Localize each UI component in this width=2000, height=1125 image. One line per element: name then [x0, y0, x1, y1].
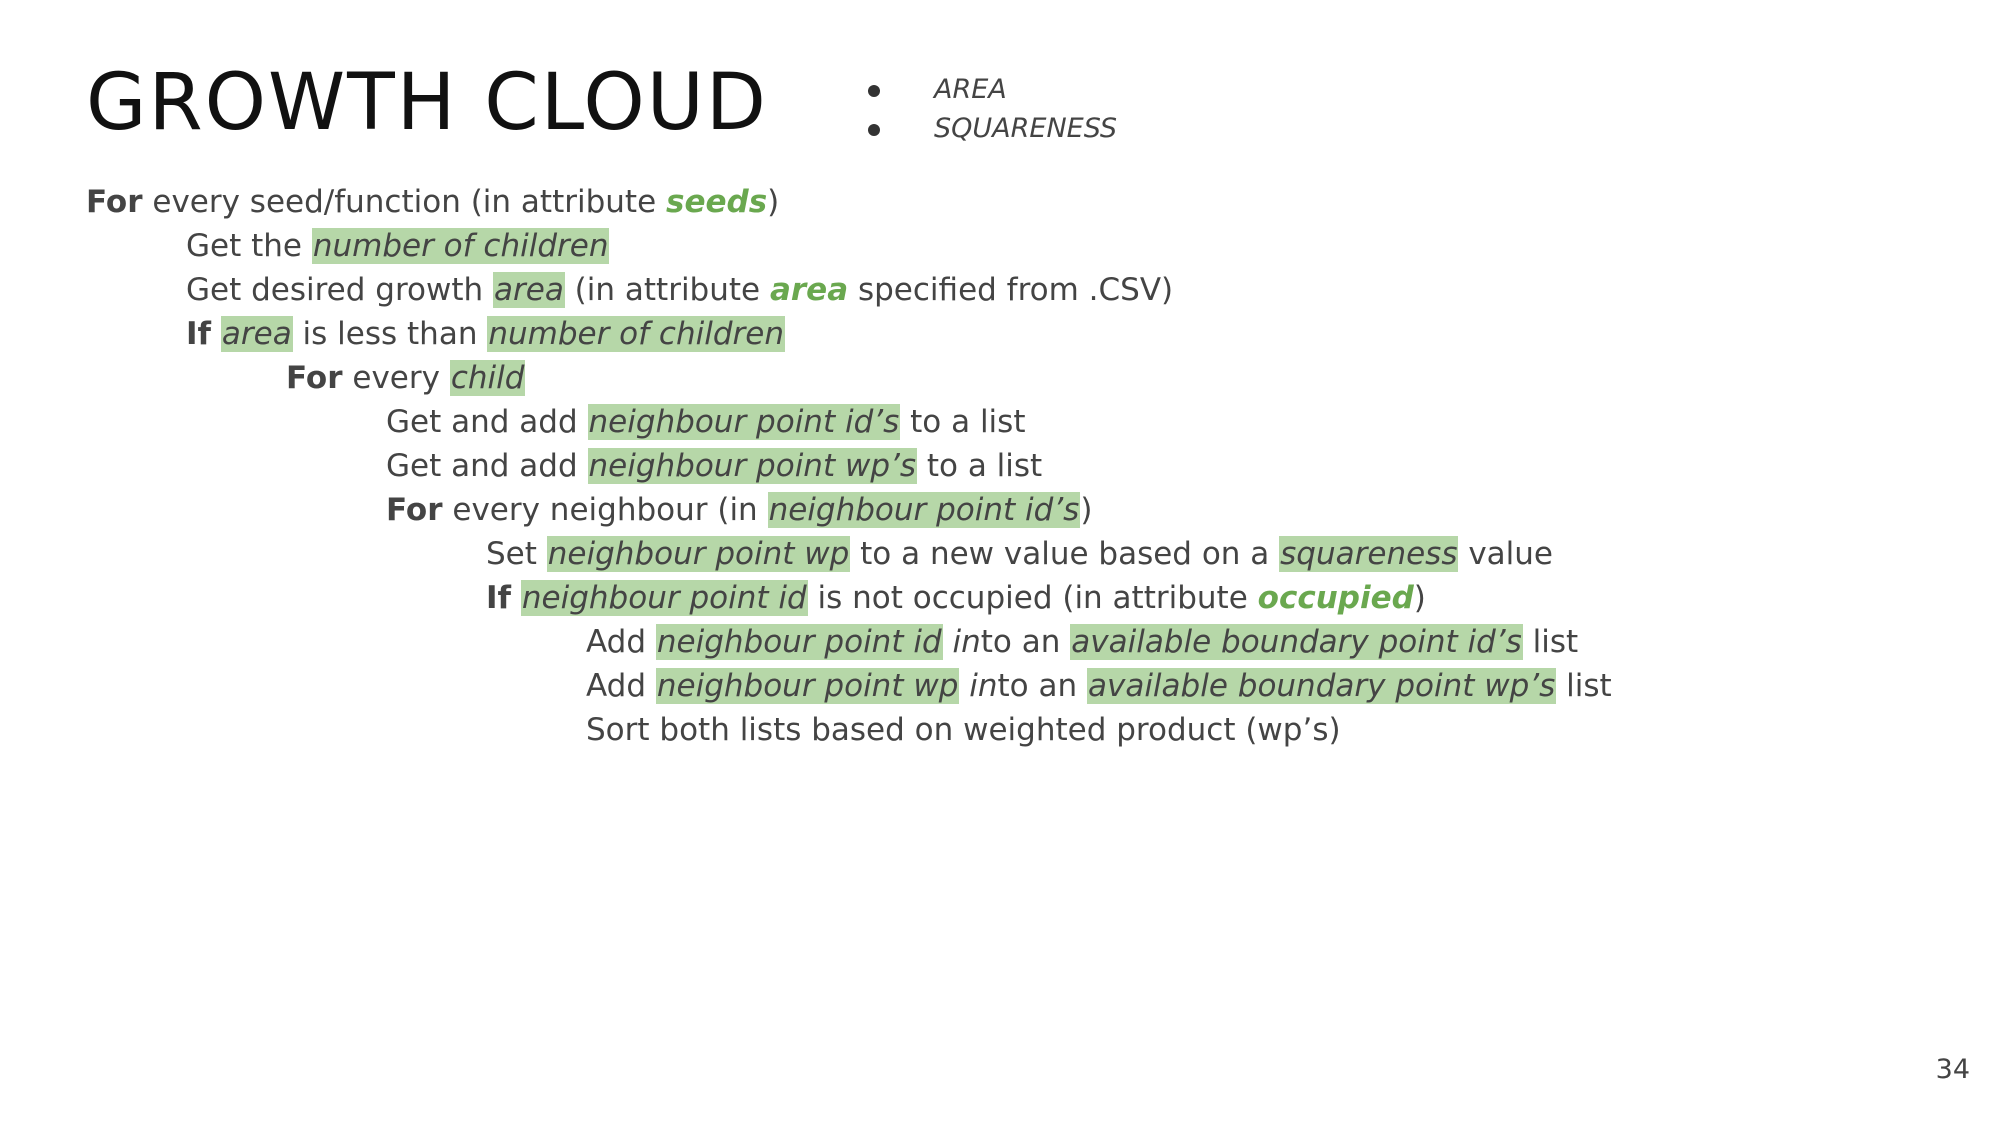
code-line: Add neighbour point wp into an available… [86, 664, 1886, 708]
bullet-icon [868, 85, 880, 97]
code-text: to a list [900, 404, 1026, 440]
code-text [211, 316, 221, 352]
pseudocode-block: For every seed/function (in attribute se… [86, 180, 1886, 752]
bullet-icon [868, 124, 880, 136]
keyword: For [386, 492, 443, 528]
variable-highlight: neighbour point id’s [767, 492, 1081, 528]
variable-highlight: squareness [1279, 536, 1459, 572]
code-text: in [942, 624, 981, 660]
code-text: list [1522, 624, 1579, 660]
slide-title: GROWTH CLOUD [86, 58, 768, 148]
code-text: (in attribute [564, 272, 770, 308]
code-text: Get and add [386, 404, 588, 440]
code-text: Get desired growth [186, 272, 494, 308]
code-text: to an [980, 624, 1071, 660]
code-text: in [959, 668, 998, 704]
code-text: to a list [917, 448, 1043, 484]
attribute-list: AREA SQUARENESS [868, 70, 1117, 148]
attribute-name: occupied [1257, 580, 1414, 616]
code-line: Get and add neighbour point id’s to a li… [86, 400, 1886, 444]
code-text: is not occupied (in attribute [807, 580, 1258, 616]
code-text: Add [586, 668, 656, 704]
variable-highlight: neighbour point wp [655, 668, 960, 704]
attribute-label: AREA [934, 74, 1007, 105]
variable-highlight: available boundary point id’s [1070, 624, 1523, 660]
code-text: value [1458, 536, 1553, 572]
keyword: If [186, 316, 212, 352]
variable-highlight: neighbour point wp [546, 536, 851, 572]
variable-highlight: area [220, 316, 293, 352]
attribute-name: seeds [666, 184, 768, 220]
attribute-item: AREA [868, 70, 1117, 109]
code-text: Sort both lists based on weighted produc… [586, 712, 1341, 748]
code-line: If area is less than number of children [86, 312, 1886, 356]
code-text: Get and add [386, 448, 588, 484]
code-line: For every seed/function (in attribute se… [86, 180, 1886, 224]
variable-highlight: neighbour point wp’s [587, 448, 917, 484]
code-line: For every child [86, 356, 1886, 400]
code-line: For every neighbour (in neighbour point … [86, 488, 1886, 532]
code-text: to a new value based on a [850, 536, 1280, 572]
variable-highlight: number of children [487, 316, 785, 352]
code-text: Add [586, 624, 656, 660]
code-text: list [1556, 668, 1612, 704]
attribute-name: area [769, 272, 849, 308]
variable-highlight: neighbour point id [520, 580, 808, 616]
variable-highlight: neighbour point id [655, 624, 943, 660]
code-line: Get the number of children [86, 224, 1886, 268]
code-line: Set neighbour point wp to a new value ba… [86, 532, 1886, 576]
code-text [511, 580, 521, 616]
code-line: Sort both lists based on weighted produc… [86, 708, 1886, 752]
attribute-label: SQUARENESS [934, 113, 1118, 144]
variable-highlight: neighbour point id’s [587, 404, 901, 440]
variable-highlight: child [449, 360, 526, 396]
code-text: every seed/function (in attribute [142, 184, 666, 220]
page-number: 34 [1935, 1054, 1970, 1085]
code-text: specified from .CSV) [848, 272, 1174, 308]
code-text: ) [1080, 492, 1093, 528]
code-text: is less than [292, 316, 488, 352]
code-line: Get desired growth area (in attribute ar… [86, 268, 1886, 312]
keyword: If [486, 580, 512, 616]
code-line: Get and add neighbour point wp’s to a li… [86, 444, 1886, 488]
variable-highlight: area [493, 272, 565, 308]
variable-highlight: available boundary point wp’s [1086, 668, 1557, 704]
attribute-item: SQUARENESS [868, 109, 1117, 148]
code-text: ) [1413, 580, 1426, 616]
keyword: For [86, 184, 143, 220]
code-text: Get the [186, 228, 312, 264]
code-text: Set [486, 536, 547, 572]
code-text: ) [767, 184, 780, 220]
code-text: every neighbour (in [442, 492, 768, 528]
variable-highlight: number of children [311, 228, 610, 264]
code-line: Add neighbour point id into an available… [86, 620, 1886, 664]
keyword: For [286, 360, 343, 396]
code-text: to an [997, 668, 1087, 704]
code-line: If neighbour point id is not occupied (i… [86, 576, 1886, 620]
code-text: every [342, 360, 450, 396]
